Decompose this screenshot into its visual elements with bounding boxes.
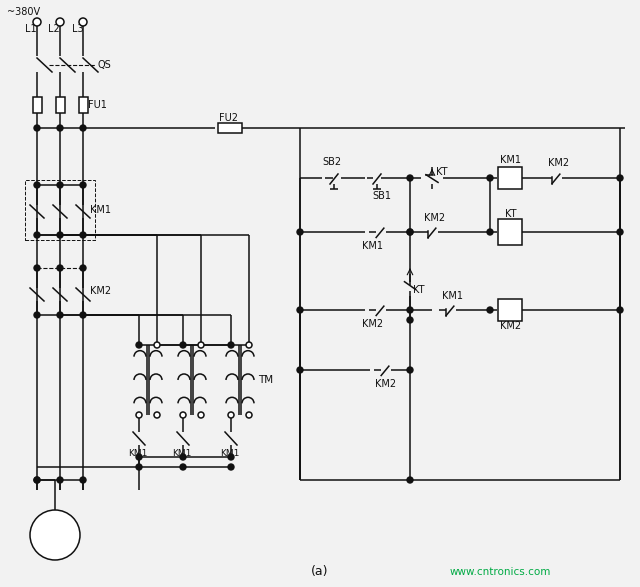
Circle shape	[487, 175, 493, 181]
Circle shape	[80, 477, 86, 483]
Text: FU2: FU2	[219, 113, 238, 123]
Circle shape	[297, 367, 303, 373]
Circle shape	[228, 454, 234, 460]
Text: L2: L2	[48, 24, 60, 34]
Circle shape	[57, 125, 63, 131]
Text: TM: TM	[258, 375, 273, 385]
Circle shape	[136, 342, 142, 348]
Circle shape	[154, 412, 160, 418]
Circle shape	[198, 412, 204, 418]
Circle shape	[34, 477, 40, 483]
Circle shape	[80, 232, 86, 238]
Circle shape	[57, 477, 63, 483]
Circle shape	[136, 464, 142, 470]
Circle shape	[80, 182, 86, 188]
Circle shape	[154, 342, 160, 348]
Circle shape	[487, 229, 493, 235]
Text: ~380V: ~380V	[7, 7, 40, 17]
Circle shape	[56, 18, 64, 26]
Circle shape	[34, 265, 40, 271]
Circle shape	[34, 477, 40, 483]
Text: M: M	[47, 522, 63, 538]
Text: QS: QS	[97, 60, 111, 70]
Circle shape	[30, 510, 80, 560]
Text: KT: KT	[505, 209, 516, 219]
Bar	[498, 219, 522, 245]
Circle shape	[57, 232, 63, 238]
Circle shape	[617, 229, 623, 235]
Circle shape	[617, 175, 623, 181]
Text: SB2: SB2	[322, 157, 341, 167]
Circle shape	[80, 125, 86, 131]
Circle shape	[79, 18, 87, 26]
Text: KT: KT	[436, 167, 447, 177]
Circle shape	[80, 265, 86, 271]
Circle shape	[34, 232, 40, 238]
Circle shape	[180, 412, 186, 418]
Circle shape	[34, 125, 40, 131]
Circle shape	[617, 307, 623, 313]
Text: KM2: KM2	[424, 213, 445, 223]
Text: KM1: KM1	[500, 155, 521, 165]
Text: www.cntronics.com: www.cntronics.com	[450, 567, 552, 577]
Text: ~: ~	[49, 535, 61, 549]
Text: (a): (a)	[311, 565, 329, 579]
Text: KM1: KM1	[220, 448, 239, 457]
Circle shape	[80, 312, 86, 318]
Circle shape	[297, 307, 303, 313]
Circle shape	[57, 265, 63, 271]
Text: KM1: KM1	[442, 291, 463, 301]
Circle shape	[34, 182, 40, 188]
Circle shape	[57, 312, 63, 318]
Text: KM2: KM2	[500, 321, 521, 331]
Text: KM2: KM2	[548, 158, 569, 168]
Bar	[498, 299, 522, 321]
Text: L1: L1	[25, 24, 37, 34]
Circle shape	[34, 312, 40, 318]
Text: SB1: SB1	[372, 191, 391, 201]
Bar	[33, 97, 42, 113]
Text: FU1: FU1	[88, 100, 107, 110]
Circle shape	[246, 412, 252, 418]
Circle shape	[407, 477, 413, 483]
Text: KT: KT	[413, 285, 424, 295]
Text: KM1: KM1	[362, 241, 383, 251]
Bar	[56, 97, 65, 113]
Circle shape	[407, 229, 413, 235]
Text: KM2: KM2	[375, 379, 396, 389]
Circle shape	[407, 367, 413, 373]
Circle shape	[136, 454, 142, 460]
Circle shape	[136, 412, 142, 418]
Circle shape	[228, 342, 234, 348]
Circle shape	[57, 182, 63, 188]
Circle shape	[246, 342, 252, 348]
Circle shape	[407, 229, 413, 235]
Circle shape	[180, 454, 186, 460]
Text: KM2: KM2	[90, 286, 111, 296]
Bar	[218, 123, 242, 133]
Circle shape	[487, 307, 493, 313]
Circle shape	[180, 464, 186, 470]
Circle shape	[407, 317, 413, 323]
Circle shape	[180, 342, 186, 348]
Bar	[25, 180, 95, 240]
Circle shape	[407, 175, 413, 181]
Text: KM1: KM1	[90, 205, 111, 215]
Circle shape	[228, 412, 234, 418]
Text: L3: L3	[72, 24, 84, 34]
Circle shape	[228, 464, 234, 470]
Bar	[498, 167, 522, 189]
Circle shape	[33, 18, 41, 26]
Text: KM1: KM1	[172, 448, 191, 457]
Text: KM2: KM2	[362, 319, 383, 329]
Bar	[79, 97, 88, 113]
Circle shape	[297, 229, 303, 235]
Circle shape	[407, 307, 413, 313]
Text: KM1: KM1	[128, 448, 147, 457]
Circle shape	[198, 342, 204, 348]
